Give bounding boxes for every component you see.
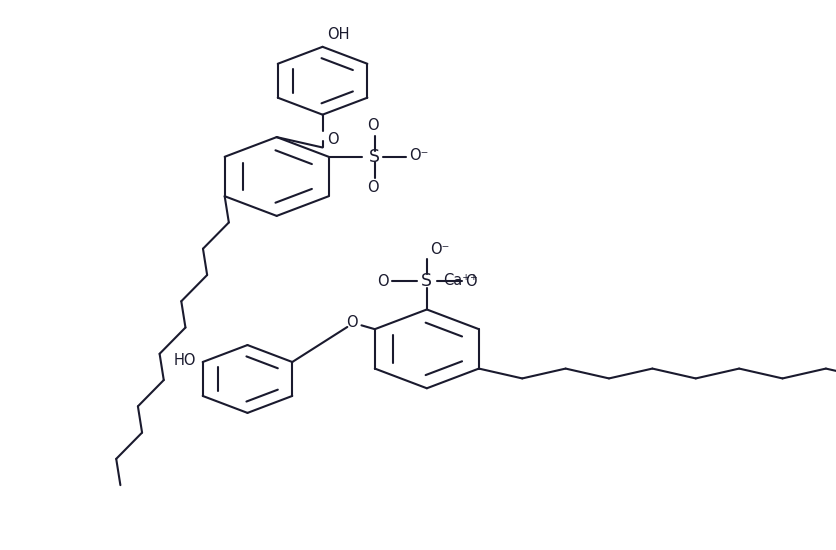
Text: O: O: [367, 180, 378, 195]
Text: S: S: [369, 148, 380, 166]
Text: O: O: [345, 315, 357, 330]
Text: Ca⁺⁺: Ca⁺⁺: [443, 273, 477, 288]
Text: O: O: [326, 132, 338, 147]
Text: O: O: [465, 273, 477, 289]
Text: S: S: [421, 272, 432, 290]
Text: O⁻: O⁻: [409, 148, 429, 163]
Text: HO: HO: [173, 354, 196, 369]
Text: O: O: [376, 273, 388, 289]
Text: O: O: [367, 118, 378, 133]
Text: O⁻: O⁻: [430, 242, 449, 257]
Text: OH: OH: [326, 28, 349, 42]
